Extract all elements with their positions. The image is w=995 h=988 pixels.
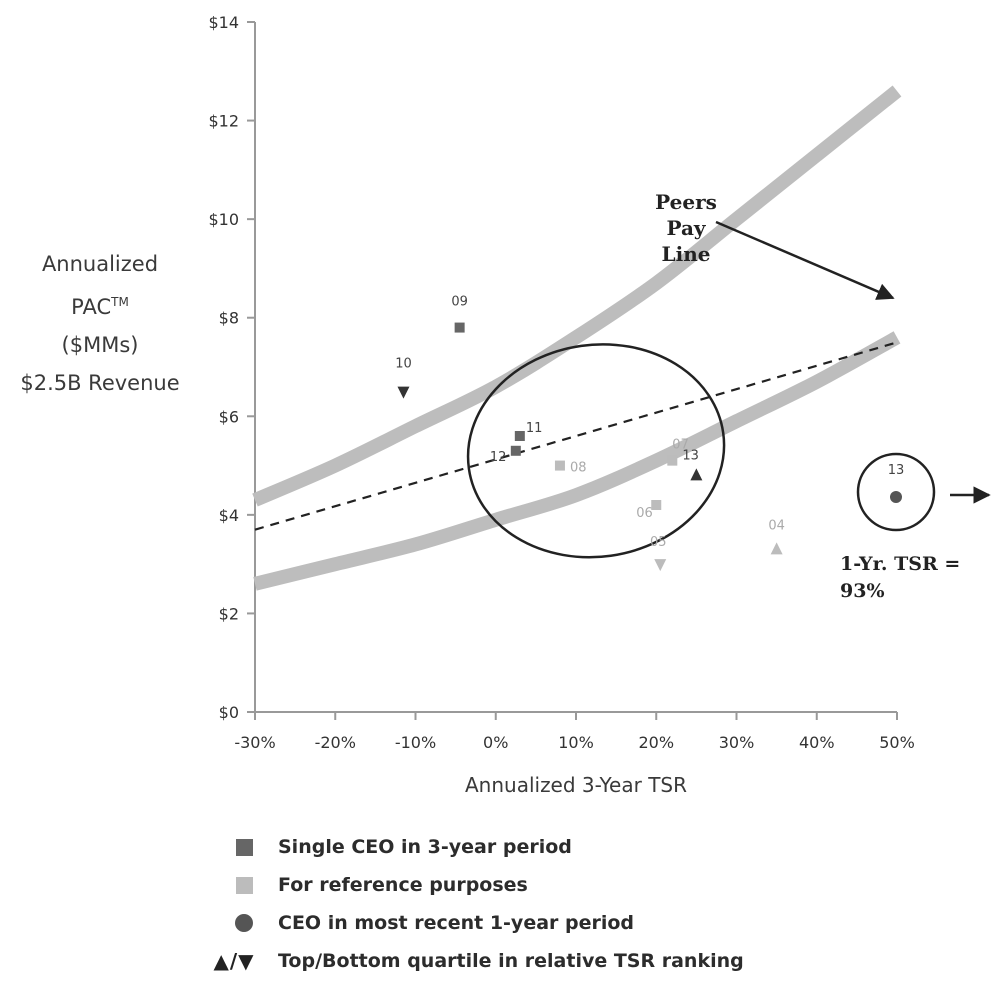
y-tick-label: $14 xyxy=(208,13,239,32)
dark-square-icon xyxy=(235,838,253,856)
point-04-marker xyxy=(770,542,783,555)
point-06-marker xyxy=(651,500,662,510)
x-tick-label: 10% xyxy=(558,733,594,752)
point-11-marker xyxy=(514,431,525,441)
x-tick-label: 40% xyxy=(799,733,835,752)
point-08-label: 08 xyxy=(570,461,587,476)
circle-icon xyxy=(235,914,253,932)
legend-marker-dark-square xyxy=(224,828,264,866)
point-12-marker xyxy=(510,445,521,456)
point-05-marker xyxy=(654,559,667,572)
y-axis-label: Annualized PACTM ($MMs) $2.5B Revenue xyxy=(0,245,200,402)
legend-marker-light-square xyxy=(224,866,264,904)
y-axis-label-line-2: PACTM xyxy=(0,283,200,326)
point-09-marker xyxy=(454,322,465,333)
recent-ceo-label: 13 xyxy=(888,463,905,478)
legend-label: Top/Bottom quartile in relative TSR rank… xyxy=(278,950,744,972)
peers-label-line: Pay xyxy=(666,216,706,240)
legend-marker-circle xyxy=(224,904,264,942)
x-axis-label: Annualized 3-Year TSR xyxy=(465,773,687,797)
y-tick-label: $2 xyxy=(219,604,239,623)
y-tick-label: $8 xyxy=(219,309,239,328)
y-tick-label: $0 xyxy=(219,703,239,722)
peers-arrow xyxy=(715,220,895,300)
highlight-ellipse-group xyxy=(466,343,726,559)
axes: $0 $2 $4 $6 $8 $10 $12 $14 -30% -20% -10% 0% 10% 20% 3… xyxy=(208,13,914,797)
y-tick-label: $4 xyxy=(219,506,239,525)
pay-line-upper xyxy=(252,85,902,507)
point-06-label: 06 xyxy=(636,506,653,521)
y-tick-label: $12 xyxy=(208,112,239,131)
legend-label: CEO in most recent 1-year period xyxy=(278,912,635,934)
legend-marker-triangles: ▲/▼ xyxy=(194,942,274,980)
light-square-icon xyxy=(235,876,253,894)
point-13-marker xyxy=(690,468,703,481)
legend-label: For reference purposes xyxy=(278,874,528,896)
y-axis-label-line-4: $2.5B Revenue xyxy=(20,371,180,395)
x-tick-label: 50% xyxy=(879,733,915,752)
point-12-label: 12 xyxy=(490,450,507,465)
y-tick-label: $6 xyxy=(219,407,239,426)
y-axis-label-tm: TM xyxy=(111,295,129,309)
point-10-label: 10 xyxy=(395,357,412,372)
y-axis-label-pac: PAC xyxy=(71,295,112,319)
x-tick-label: -10% xyxy=(395,733,436,752)
point-04-label: 04 xyxy=(768,518,785,533)
point-08-marker xyxy=(554,460,565,471)
x-tick-label: 20% xyxy=(638,733,674,752)
recent-ceo-circle xyxy=(856,452,936,532)
point-13-label: 13 xyxy=(682,448,699,463)
pay-line-bands xyxy=(252,85,902,591)
point-11-label: 11 xyxy=(526,421,543,436)
point-07-marker xyxy=(667,455,678,466)
x-tick-label: -30% xyxy=(234,733,275,752)
peers-label-line: Line xyxy=(662,242,711,266)
point-10-marker xyxy=(397,386,410,399)
x-tick-label: -20% xyxy=(315,733,356,752)
pay-line-lower xyxy=(253,331,901,591)
point-05-label: 05 xyxy=(650,535,667,550)
y-axis-label-line-3: ($MMs) xyxy=(61,333,139,357)
recent-ceo-point xyxy=(890,491,902,503)
highlight-ellipse xyxy=(466,343,726,559)
point-07-label: 07 xyxy=(672,438,689,453)
one-year-tsr-note-line: 93% xyxy=(840,580,885,602)
triangle-up-down-icon: ▲/▼ xyxy=(213,949,255,973)
legend-label: Single CEO in 3-year period xyxy=(278,836,572,858)
peers-label-line: Peers xyxy=(655,190,717,214)
y-tick-label: $10 xyxy=(208,210,239,229)
x-tick-label: 0% xyxy=(483,733,508,752)
x-tick-label: 30% xyxy=(719,733,755,752)
point-09-label: 09 xyxy=(451,295,468,310)
one-year-tsr-note-line: 1-Yr. TSR = xyxy=(840,553,960,575)
y-axis-label-line-1: Annualized xyxy=(41,252,159,276)
